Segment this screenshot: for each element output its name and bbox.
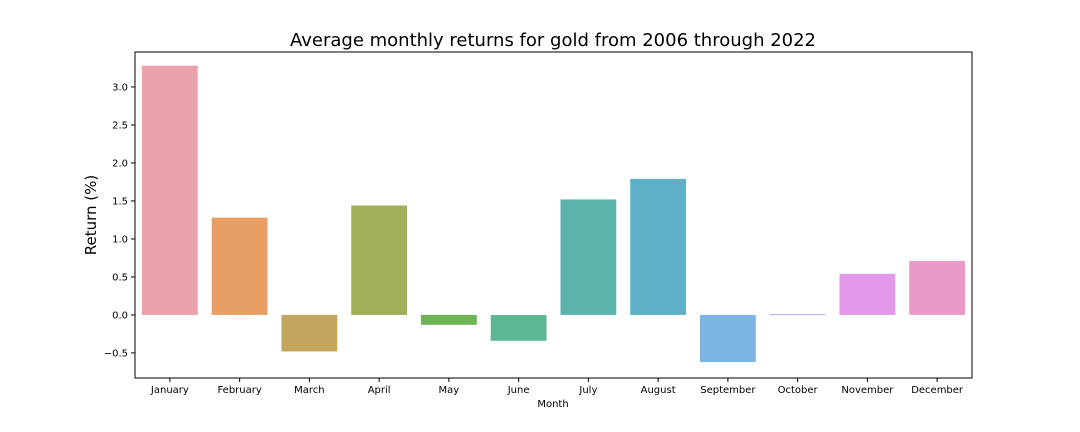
bar-august [630,178,687,315]
y-tick-label: 2.5 [112,120,128,131]
x-tick-label: February [217,385,261,396]
x-tick-label: October [778,385,819,396]
x-tick-label: January [150,385,189,396]
bar-march [281,314,338,352]
bar-october [769,314,826,316]
plot-frame [134,51,973,379]
x-tick-label: March [294,385,324,396]
bar-september [699,314,756,363]
bar-june [490,314,547,341]
x-tick-label: April [368,385,391,396]
x-tick-label: August [641,385,676,396]
bar-november [839,273,896,315]
y-axis-label: Return (%) [82,175,100,256]
bar-may [420,314,477,325]
bar-april [351,205,408,315]
bar-july [560,199,617,315]
x-tick-label: December [911,385,964,396]
x-tick-label: November [841,385,894,396]
bars-group [141,65,966,363]
x-tick-label: May [439,385,460,396]
y-tick-label: 3.0 [112,82,128,93]
x-tick-label: July [578,385,597,396]
bar-december [909,260,966,315]
chart-title: Average monthly returns for gold from 20… [290,30,816,51]
x-tick-label: June [507,385,530,396]
x-tick-label: September [700,385,756,396]
y-tick-label: 1.5 [112,196,128,207]
y-tick-label: −0.5 [104,348,128,359]
y-axis-ticks: −0.5 0.0 0.5 1.0 1.5 2.0 2.5 3.0 [104,82,135,359]
y-tick-label: 2.0 [112,158,128,169]
bar-january [141,65,198,315]
x-axis-label: Month [537,399,568,410]
bar-february [211,217,268,315]
y-tick-label: 0.5 [112,272,128,283]
y-tick-label: 0.0 [112,310,128,321]
y-tick-label: 1.0 [112,234,128,245]
x-axis-ticks: January February March April May June July Augu… [150,378,964,396]
